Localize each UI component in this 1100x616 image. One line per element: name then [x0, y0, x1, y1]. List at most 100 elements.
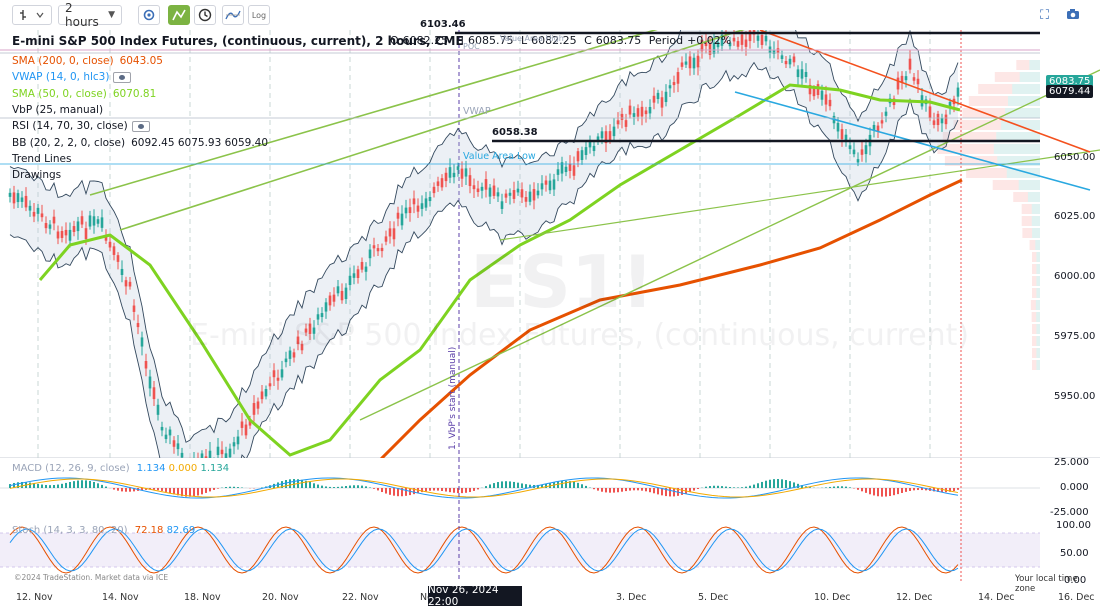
drawing-tools-button[interactable] — [168, 5, 190, 25]
candle-body — [908, 58, 912, 70]
macd-legend: MACD (12, 26, 9, close) 1.134 0.000 1.13… — [12, 463, 229, 474]
candle-body — [744, 39, 748, 47]
macd-histogram-bar — [521, 483, 523, 488]
candle-body — [420, 203, 424, 209]
macd-histogram-bar — [917, 488, 919, 491]
candle-body — [148, 376, 152, 389]
indicator-legend-item[interactable]: BB (20, 2, 2, 0, close) 6092.45 6075.93 6… — [12, 137, 268, 149]
candle-body — [48, 224, 52, 229]
macd-histogram-bar — [385, 488, 387, 494]
indicator-legend-item[interactable]: Trend Lines — [12, 153, 71, 165]
indicator-legend-item[interactable]: RSI (14, 70, 30, close) — [12, 120, 150, 132]
indicator-legend-item[interactable]: VWAP (14, 0, hlc3) — [12, 71, 132, 83]
macd-histogram-bar — [77, 480, 79, 488]
macd-histogram-bar — [829, 486, 831, 488]
macd-histogram-bar — [389, 488, 391, 495]
vbp-bar — [942, 132, 997, 142]
candle-body — [504, 193, 508, 198]
log-scale-button[interactable]: Log — [248, 5, 270, 25]
candle-body — [164, 434, 168, 440]
candle-body — [224, 453, 228, 458]
indicator-name: SMA (200, 0, close) — [12, 55, 114, 67]
macd-histogram-bar — [777, 479, 779, 488]
candle-body — [696, 55, 700, 68]
settings-button[interactable] — [138, 5, 160, 25]
macd-histogram-bar — [517, 482, 519, 488]
macd-histogram-bar — [369, 487, 371, 488]
vbp-bar — [1032, 336, 1037, 346]
macd-histogram-bar — [941, 488, 943, 493]
macd-pane[interactable] — [0, 458, 1100, 518]
indicator-legend-item[interactable]: SMA (50, 0, close) 6070.81 — [12, 88, 156, 100]
candle-body — [728, 42, 732, 47]
candle-body — [588, 139, 592, 148]
macd-histogram-bar — [225, 487, 227, 488]
clock-icon — [198, 8, 212, 22]
candle-body — [524, 197, 528, 202]
indicator-legend-item[interactable]: SMA (200, 0, close) 6043.05 — [12, 55, 163, 67]
candle-body — [732, 37, 736, 42]
macd-histogram-bar — [485, 486, 487, 488]
macd-histogram-bar — [121, 488, 123, 492]
macd-histogram-bar — [693, 488, 695, 491]
macd-histogram-bar — [213, 488, 215, 490]
macd-histogram-bar — [625, 488, 627, 492]
candle-body — [900, 75, 904, 83]
macd-histogram-bar — [89, 480, 91, 488]
candle-body — [512, 190, 516, 199]
vbp-bar — [1001, 120, 1040, 130]
interval-select[interactable]: 2 hours ▼ — [58, 1, 122, 29]
macd-histogram-bar — [565, 480, 567, 488]
macd-histogram-bar — [633, 488, 635, 491]
candle-body — [556, 169, 560, 175]
indicator-icon — [225, 10, 241, 20]
macd-histogram-bar — [317, 484, 319, 488]
indicator-name: VbP (25, manual) — [12, 103, 104, 116]
candle-body — [636, 108, 640, 117]
macd-histogram-bar — [865, 488, 867, 493]
candle-body — [476, 188, 480, 193]
macd-histogram-bar — [877, 488, 879, 497]
macd-histogram-bar — [937, 488, 939, 492]
candle-body — [328, 295, 332, 306]
fullscreen-icon[interactable]: ⛶ — [1040, 8, 1050, 23]
macd-histogram-bar — [497, 482, 499, 488]
vbp-bar — [1031, 204, 1040, 214]
time-axis-label: 3. Dec — [616, 592, 647, 603]
candle-body — [216, 446, 220, 456]
vbp-bar — [978, 84, 1013, 94]
stochastic-pane[interactable] — [0, 519, 1100, 581]
camera-icon[interactable] — [1066, 8, 1080, 24]
vbp-bar — [1021, 204, 1032, 214]
time-axis-label: 16. Dec — [1058, 592, 1095, 603]
vbp-bar — [1029, 60, 1040, 70]
macd-histogram-bar — [697, 488, 699, 490]
vbp-bar — [1032, 264, 1037, 274]
eye-icon[interactable] — [113, 71, 132, 83]
candle-body — [248, 420, 252, 426]
eye-icon[interactable] — [131, 120, 150, 132]
macd-histogram-bar — [105, 486, 107, 488]
candle-body — [156, 404, 160, 415]
chart-type-button[interactable] — [12, 5, 52, 25]
indicator-legend-item[interactable]: Drawings — [12, 169, 61, 181]
macd-histogram-bar — [753, 484, 755, 488]
price-axis-label: 5975.00 — [1054, 331, 1096, 342]
candle-body — [388, 228, 392, 237]
indicators-button[interactable] — [222, 5, 244, 25]
macd-histogram-bar — [925, 488, 927, 491]
low-value: 6082.25 — [531, 34, 577, 47]
macd-histogram-bar — [601, 488, 603, 492]
candle-body — [172, 440, 176, 447]
macd-histogram-bar — [705, 486, 707, 488]
history-button[interactable] — [194, 5, 216, 25]
candle-body — [204, 456, 208, 458]
price-chart[interactable] — [0, 30, 1100, 458]
macd-histogram-bar — [357, 485, 359, 488]
indicator-legend-item[interactable]: VbP (25, manual) — [12, 104, 103, 116]
candle-body — [600, 131, 604, 139]
macd-histogram-bar — [53, 485, 55, 488]
macd-histogram-bar — [133, 488, 135, 492]
macd-histogram-bar — [461, 488, 463, 494]
macd-name: MACD (12, 26, 9, close) — [12, 463, 130, 474]
